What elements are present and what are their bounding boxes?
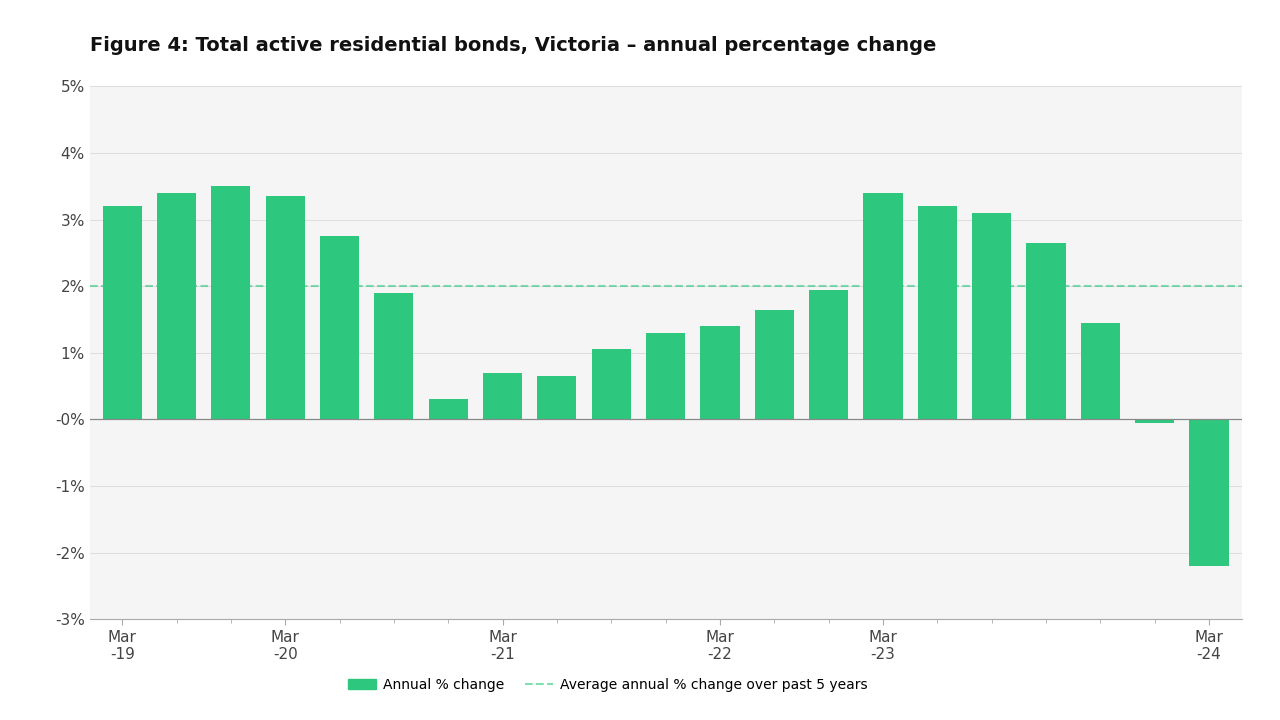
Bar (157, 193, 196, 419)
Bar (591, 349, 631, 419)
Bar (1080, 323, 1120, 419)
Bar (1189, 419, 1229, 566)
Bar (755, 310, 794, 419)
Text: Figure 4: Total active residential bonds, Victoria – annual percentage change: Figure 4: Total active residential bonds… (90, 36, 936, 55)
Bar (700, 326, 740, 419)
Bar (972, 213, 1011, 419)
Bar (1027, 243, 1065, 419)
Bar (374, 293, 413, 419)
Bar (102, 206, 142, 419)
Bar (864, 193, 902, 419)
Bar (266, 197, 305, 419)
Bar (918, 206, 957, 419)
Bar (538, 376, 576, 419)
Bar (1135, 419, 1174, 423)
Bar (809, 289, 849, 419)
Bar (320, 236, 360, 419)
Legend: Annual % change, Average annual % change over past 5 years: Annual % change, Average annual % change… (343, 672, 873, 698)
Bar (483, 373, 522, 419)
Bar (646, 333, 685, 419)
Bar (211, 186, 251, 419)
Bar (429, 400, 467, 419)
